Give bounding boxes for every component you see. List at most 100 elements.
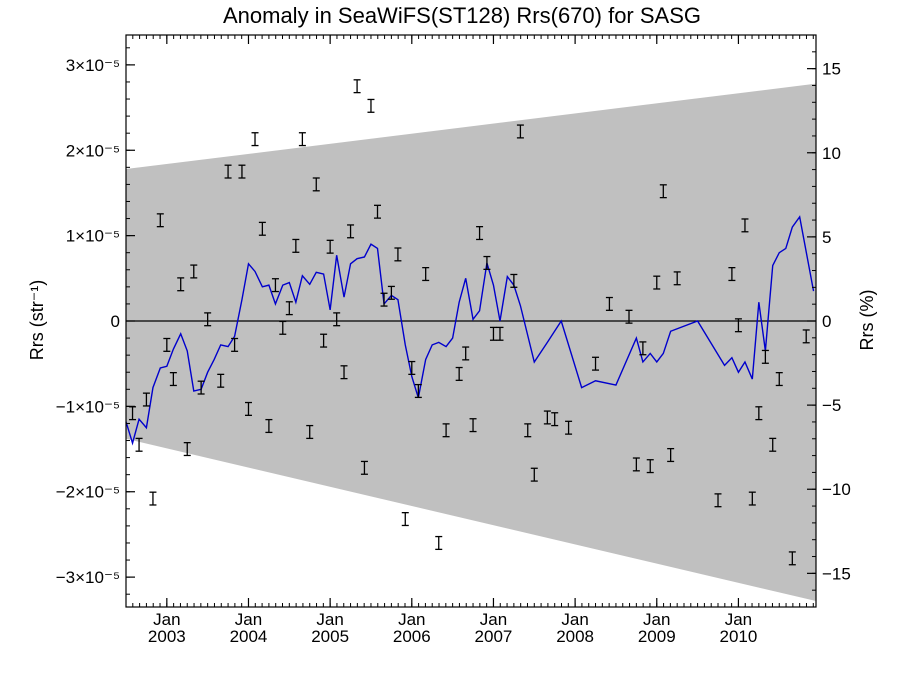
x-tick-label-month: Jan bbox=[235, 610, 262, 629]
error-bar bbox=[728, 266, 736, 282]
error-bar bbox=[442, 423, 450, 438]
error-bar bbox=[775, 372, 783, 387]
error-bar bbox=[271, 278, 279, 293]
y-left-tick-label: −1×10⁻⁵ bbox=[56, 397, 120, 416]
x-tick-label-year: 2010 bbox=[720, 627, 758, 646]
error-bar bbox=[496, 326, 504, 341]
error-bar bbox=[592, 356, 600, 371]
error-bar bbox=[632, 457, 640, 472]
error-bar bbox=[401, 512, 409, 527]
error-bar bbox=[374, 204, 382, 219]
y-axis-label-right: Rrs (%) bbox=[857, 290, 877, 351]
error-bar bbox=[462, 346, 470, 361]
error-bar bbox=[169, 372, 177, 387]
y-left-tick-label: 1×10⁻⁵ bbox=[66, 227, 120, 246]
uncertainty-envelope bbox=[126, 83, 816, 602]
x-tick-label-year: 2006 bbox=[393, 627, 431, 646]
error-bar bbox=[551, 412, 559, 427]
y-left-tick-label: 0 bbox=[111, 312, 120, 331]
error-bar bbox=[769, 437, 777, 452]
error-bar bbox=[380, 292, 388, 307]
error-bar bbox=[312, 177, 320, 192]
x-tick-label-month: Jan bbox=[316, 610, 343, 629]
error-bar bbox=[741, 218, 749, 233]
y-right-tick-label: 5 bbox=[822, 228, 831, 247]
x-tick-label-year: 2005 bbox=[311, 627, 349, 646]
error-bar bbox=[244, 401, 252, 416]
y-right-tick-label: 15 bbox=[822, 60, 841, 79]
error-bar bbox=[414, 383, 422, 399]
error-bar bbox=[163, 337, 171, 352]
error-bar bbox=[646, 459, 654, 474]
x-tick-label-month: Jan bbox=[480, 610, 507, 629]
x-tick-label-year: 2004 bbox=[230, 627, 268, 646]
x-tick-label-year: 2003 bbox=[148, 627, 186, 646]
y-right-tick-label: 0 bbox=[822, 312, 831, 331]
error-bar bbox=[455, 366, 463, 381]
error-bar bbox=[673, 271, 681, 286]
chart-title: Anomaly in SeaWiFS(ST128) Rrs(670) for S… bbox=[223, 3, 701, 28]
y-left-tick-label: 3×10⁻⁵ bbox=[66, 56, 120, 75]
error-bar bbox=[353, 79, 361, 94]
error-bar bbox=[755, 406, 763, 421]
error-bar bbox=[217, 373, 225, 388]
error-bar bbox=[292, 238, 300, 253]
y-right-tick-label: −15 bbox=[822, 564, 851, 583]
x-tick-label-month: Jan bbox=[643, 610, 670, 629]
error-bar bbox=[714, 493, 722, 508]
error-bar bbox=[360, 460, 368, 475]
error-bar bbox=[258, 221, 266, 236]
y-left-tick-label: −2×10⁻⁵ bbox=[56, 483, 120, 502]
error-bar bbox=[367, 98, 375, 113]
error-bar bbox=[422, 266, 430, 282]
error-bar bbox=[734, 318, 742, 333]
x-tick-label-month: Jan bbox=[153, 610, 180, 629]
error-bar bbox=[231, 337, 239, 352]
error-bar bbox=[802, 329, 810, 344]
x-tick-label-month: Jan bbox=[398, 610, 425, 629]
error-bar bbox=[298, 132, 306, 147]
error-bar bbox=[238, 164, 246, 179]
error-bar bbox=[387, 285, 395, 300]
error-bar bbox=[394, 247, 402, 262]
error-bar bbox=[639, 341, 647, 356]
error-bar bbox=[265, 418, 273, 434]
y-right-tick-label: −5 bbox=[822, 396, 841, 415]
x-tick-label-month: Jan bbox=[561, 610, 588, 629]
error-bar bbox=[469, 418, 477, 433]
error-bar bbox=[667, 447, 675, 463]
error-bar bbox=[625, 309, 633, 324]
y-left-tick-label: 2×10⁻⁵ bbox=[66, 141, 120, 160]
error-bar bbox=[605, 296, 613, 311]
error-bar bbox=[489, 326, 497, 341]
error-bar bbox=[320, 333, 328, 348]
plot-area bbox=[125, 34, 817, 608]
error-bar bbox=[347, 224, 355, 239]
error-bar bbox=[149, 491, 157, 506]
y-left-tick-label: −3×10⁻⁵ bbox=[56, 568, 120, 587]
error-bar bbox=[761, 349, 769, 364]
error-bar bbox=[530, 467, 538, 482]
error-bar bbox=[435, 535, 443, 551]
error-bar bbox=[224, 164, 232, 179]
error-bar bbox=[340, 365, 348, 380]
error-bar bbox=[510, 273, 518, 288]
error-bar bbox=[279, 320, 287, 335]
x-tick-label-year: 2009 bbox=[638, 627, 676, 646]
error-bar bbox=[177, 277, 185, 292]
error-bar bbox=[204, 312, 212, 327]
x-tick-label-month: Jan bbox=[725, 610, 752, 629]
anomaly-line bbox=[125, 215, 815, 446]
error-bar bbox=[516, 124, 524, 139]
error-bar bbox=[483, 255, 491, 270]
error-bar bbox=[476, 226, 484, 241]
error-bar bbox=[285, 301, 293, 316]
error-bar bbox=[748, 491, 756, 506]
error-bar bbox=[524, 423, 532, 438]
error-bar bbox=[156, 213, 164, 228]
error-bar bbox=[659, 184, 667, 199]
x-tick-label-year: 2008 bbox=[556, 627, 594, 646]
error-bar bbox=[333, 312, 341, 327]
error-bar bbox=[183, 442, 191, 457]
